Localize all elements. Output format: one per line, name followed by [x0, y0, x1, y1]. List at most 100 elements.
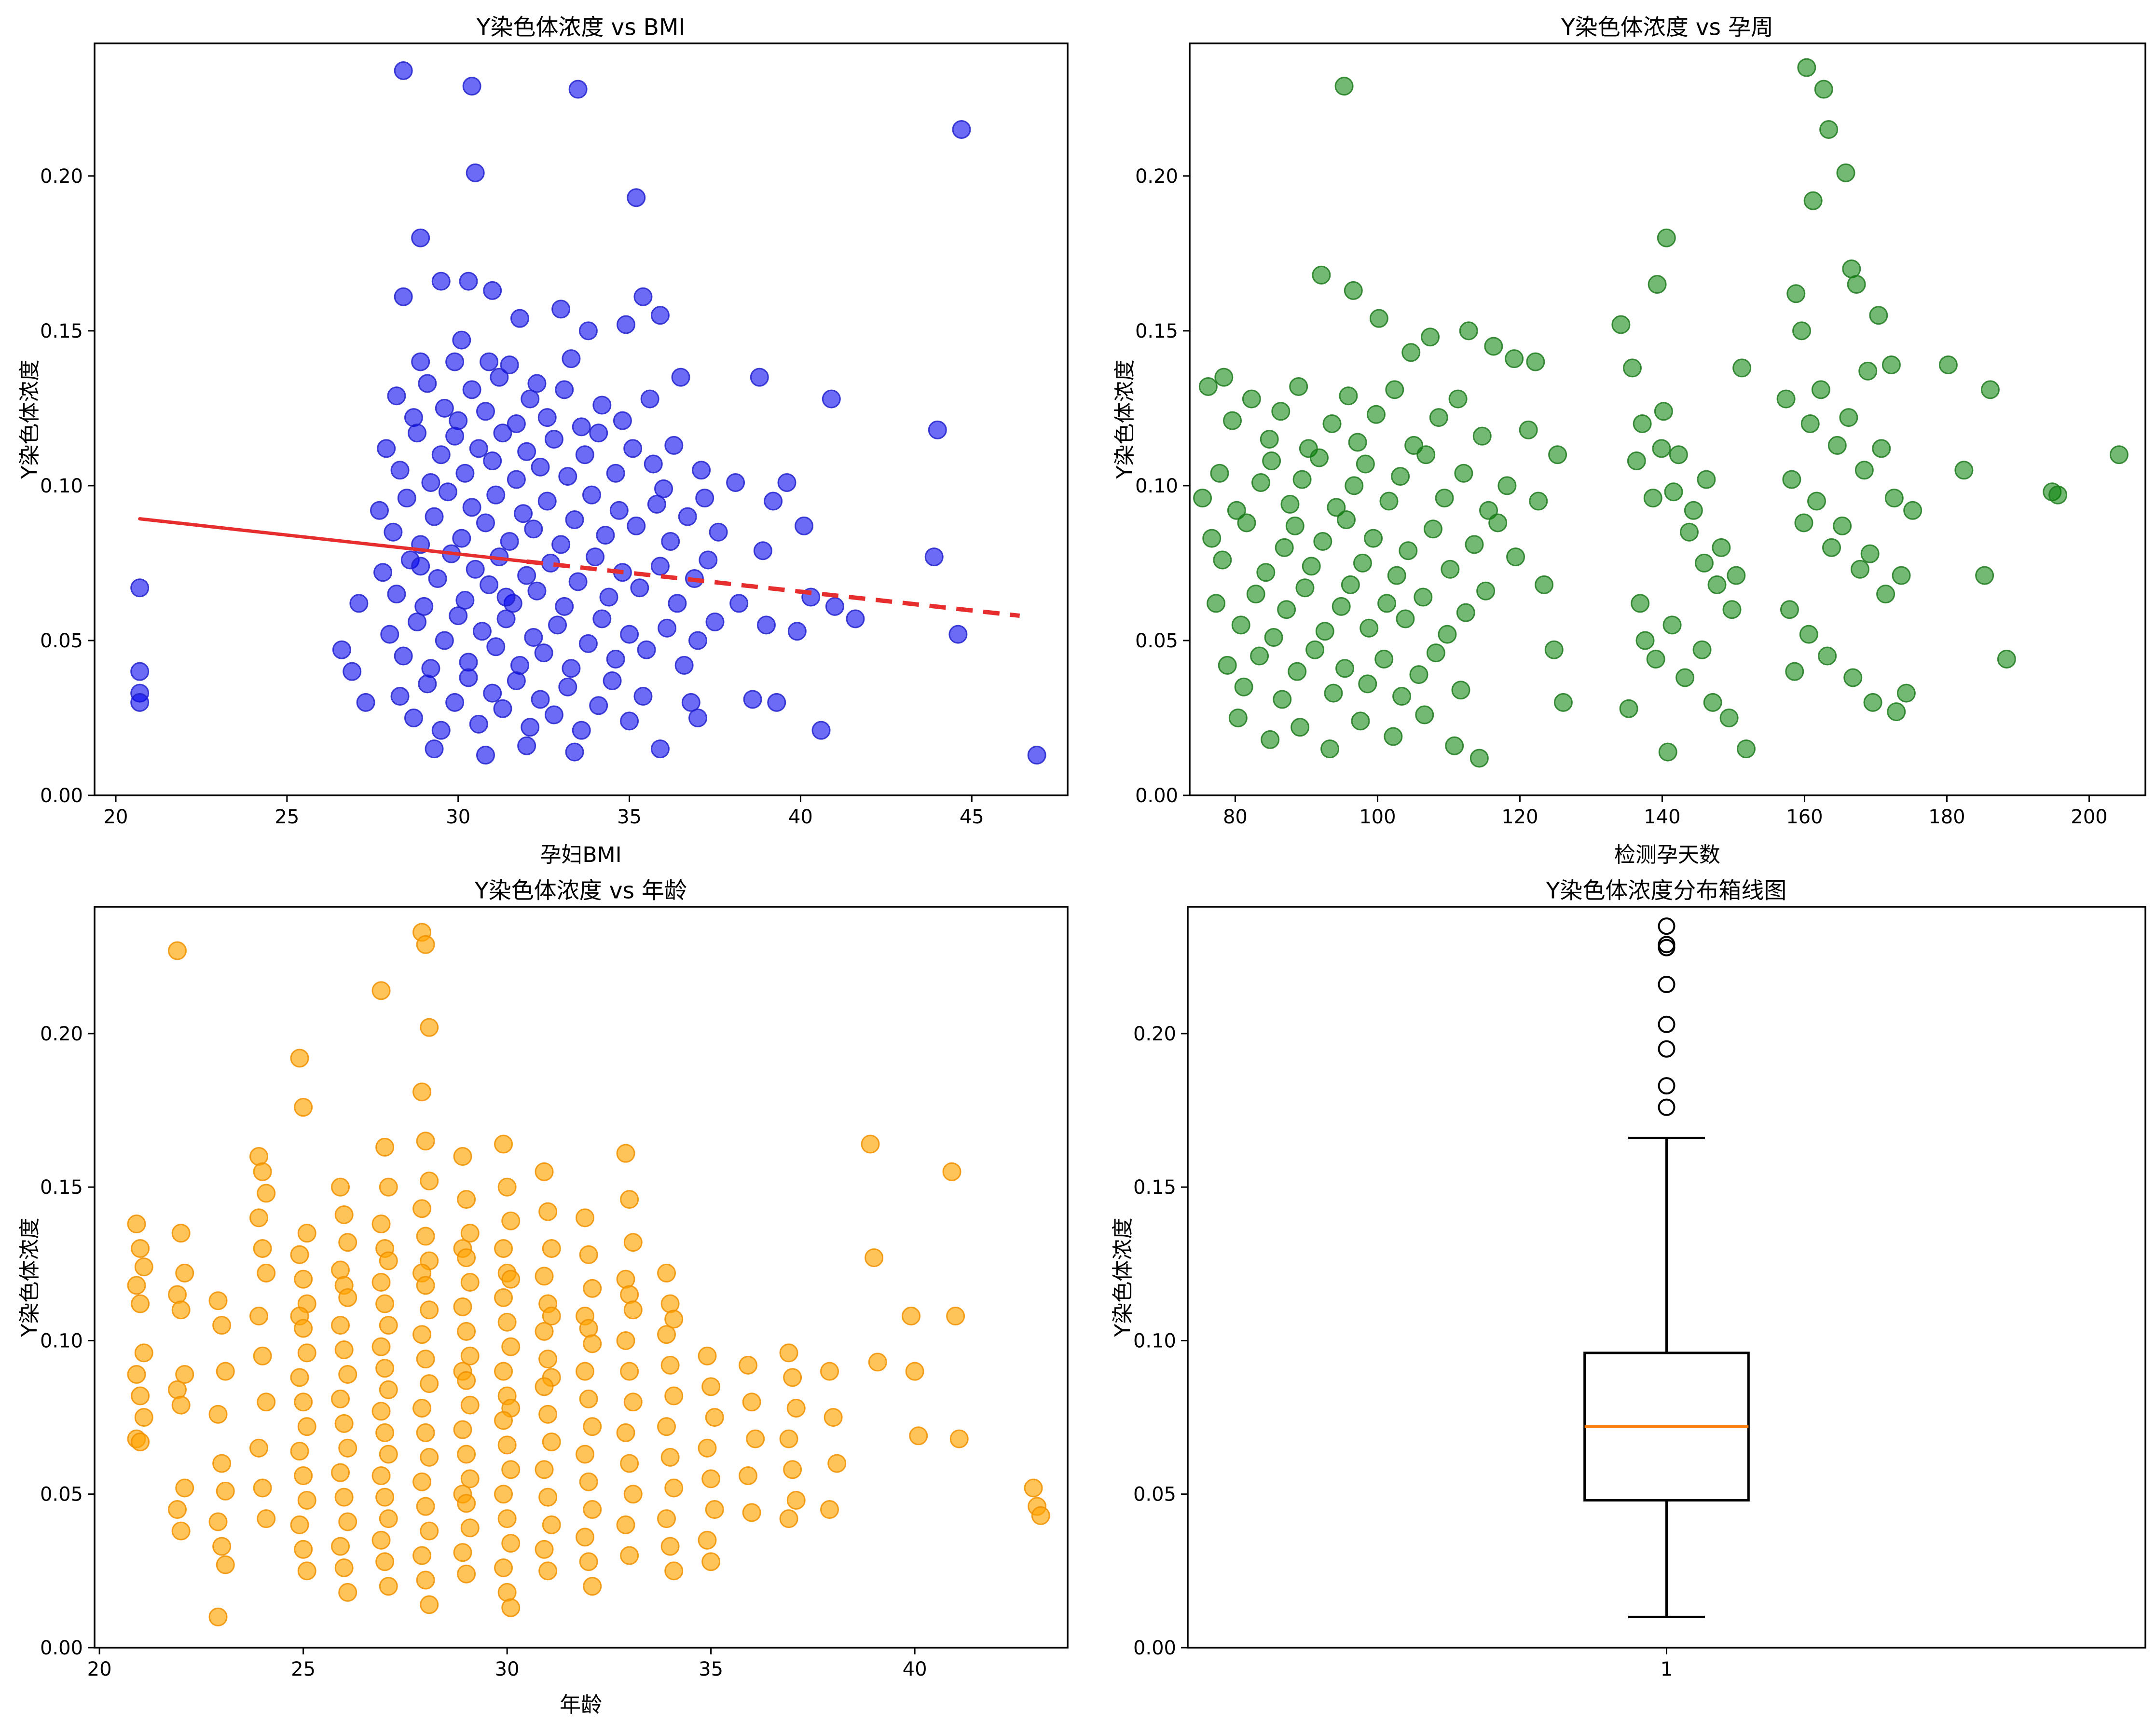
scatter-point — [865, 1248, 884, 1268]
scatter-point — [494, 1485, 513, 1504]
scatter-point — [420, 1374, 439, 1393]
scatter-point — [562, 659, 581, 678]
scatter-point — [620, 1362, 639, 1381]
scatter-point — [486, 485, 506, 505]
scatter-point — [1202, 529, 1222, 548]
scatter-point — [1295, 578, 1315, 598]
scatter-point — [902, 1307, 921, 1326]
scatter-point — [1271, 402, 1291, 421]
scatter-point — [750, 368, 769, 387]
scatter-point — [579, 1389, 598, 1408]
scatter-point — [510, 655, 529, 675]
scatter-point — [390, 687, 410, 706]
scatter-point — [568, 80, 588, 99]
x-tick-label: 30 — [446, 806, 470, 828]
scatter-point — [387, 585, 406, 604]
scatter-point — [1421, 328, 1440, 347]
scatter-point — [1396, 609, 1415, 628]
scatter-point — [216, 1362, 235, 1381]
scatter-point — [1842, 259, 1861, 278]
scatter-point — [1256, 563, 1276, 582]
y-tick-label: 0.10 — [1135, 475, 1178, 497]
scatter-point — [583, 1279, 602, 1298]
scatter-point — [623, 1485, 643, 1504]
scatter-point — [297, 1417, 316, 1436]
scatter-point — [576, 1362, 595, 1381]
scatter-point — [1872, 439, 1891, 458]
scatter-point — [294, 1466, 313, 1486]
scatter-point — [1223, 411, 1242, 430]
scatter-point — [579, 1552, 598, 1571]
scatter-point — [457, 1371, 476, 1390]
scatter-point — [654, 479, 673, 498]
scatter-point — [384, 522, 403, 542]
scatter-point — [134, 1343, 153, 1363]
scatter-point — [412, 1472, 432, 1491]
scatter-point — [469, 439, 488, 458]
scatter-point — [576, 1445, 595, 1464]
x-axis-label-bmi: 孕妇BMI — [540, 843, 622, 867]
scatter-point — [1814, 80, 1833, 99]
scatter-point — [1031, 1506, 1050, 1525]
scatter-point — [1280, 494, 1300, 514]
scatter-point — [411, 557, 430, 576]
scatter-point — [537, 408, 557, 427]
scatter-point — [134, 1257, 153, 1277]
x-tick-label: 200 — [2071, 806, 2107, 828]
scatter-point — [494, 1134, 513, 1154]
scatter-point — [824, 1408, 843, 1427]
scatter-point — [586, 547, 605, 567]
scatter-point — [1415, 705, 1434, 724]
scatter-point — [1847, 275, 1866, 294]
scatter-point — [1896, 683, 1916, 703]
x-tick-label: 100 — [1359, 806, 1396, 828]
scatter-point — [1334, 77, 1354, 96]
scatter-point — [1484, 337, 1503, 356]
scatter-point — [1854, 461, 1874, 480]
scatter-point — [1242, 389, 1261, 409]
x-tick-label: 80 — [1223, 806, 1248, 828]
scatter-point — [294, 1540, 313, 1559]
scatter-point — [1345, 476, 1364, 495]
scatter-point — [701, 1469, 721, 1488]
scatter-point — [579, 1472, 598, 1491]
scatter-point — [175, 1365, 194, 1384]
scatter-point — [779, 1343, 798, 1363]
scatter-point — [476, 402, 495, 421]
scatter-point — [501, 1460, 521, 1479]
scatter-point — [1337, 510, 1356, 530]
scatter-point — [1807, 491, 1826, 511]
scatter-point — [660, 1537, 680, 1556]
scatter-point — [555, 380, 574, 399]
scatter-point — [1313, 532, 1332, 551]
scatter-point — [948, 625, 968, 644]
scatter-point — [1619, 699, 1638, 718]
scatter-point — [783, 1460, 802, 1479]
scatter-point — [168, 1380, 187, 1399]
scatter-point — [746, 1429, 765, 1448]
scatter-point — [1822, 538, 1841, 557]
scatter-point — [576, 1208, 595, 1228]
scatter-point — [1827, 436, 1847, 455]
scatter-point — [1622, 358, 1642, 378]
scatter-point — [412, 1398, 432, 1418]
scatter-point — [420, 1018, 439, 1037]
scatter-point — [664, 1386, 684, 1406]
scatter-point — [1339, 386, 1358, 406]
scatter-point — [483, 451, 502, 471]
scatter-point — [334, 1205, 354, 1224]
scatter-point — [371, 1402, 391, 1421]
y-tick-label: 0.05 — [40, 1484, 83, 1506]
scatter-point — [494, 1411, 513, 1430]
scatter-point — [1782, 470, 1801, 489]
scatter-point — [212, 1537, 232, 1556]
subplot-title-age: Y染色体浓度 vs 年龄 — [475, 877, 687, 904]
scatter-point — [637, 640, 656, 659]
scatter-point — [1385, 380, 1404, 399]
scatter-point — [1488, 513, 1508, 532]
scatter-point — [208, 1512, 228, 1531]
scatter-point — [538, 1405, 558, 1424]
scatter-point — [568, 572, 588, 591]
scatter-point — [660, 1447, 680, 1467]
scatter-point — [168, 1500, 187, 1519]
